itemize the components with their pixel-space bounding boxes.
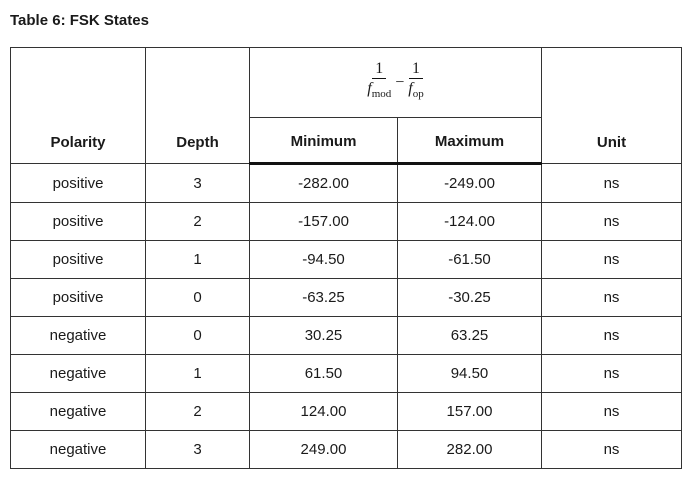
numerator: 1 <box>409 60 424 80</box>
operator: − <box>395 73 405 91</box>
table-cell: ns <box>541 392 682 431</box>
table-cell: 63.25 <box>397 316 542 355</box>
table-cell: 3 <box>145 163 250 203</box>
table-cell: 3 <box>145 430 250 469</box>
table-cell: ns <box>541 278 682 317</box>
header-cell: Maximum <box>397 117 542 165</box>
table-cell: ns <box>541 202 682 241</box>
table-cell: -157.00 <box>249 202 398 241</box>
table-cell: ns <box>541 163 682 203</box>
table-cell: -61.50 <box>397 240 542 279</box>
table-cell: 2 <box>145 202 250 241</box>
table-cell: positive <box>10 278 146 317</box>
symbol: f <box>408 80 413 98</box>
table-row: positive 3 -282.00 -249.00 ns <box>10 163 682 203</box>
table-cell: ns <box>541 430 682 469</box>
header-cell: Unit <box>541 47 682 164</box>
denominator: fop <box>408 79 423 104</box>
table-cell: 1 <box>145 240 250 279</box>
table-row: negative 2 124.00 157.00 ns <box>10 392 682 431</box>
table-cell: negative <box>10 354 146 393</box>
table-title: Table 6: FSK States <box>10 12 149 29</box>
header-cell: Minimum <box>249 117 398 165</box>
fraction: 1 fmod <box>367 60 391 104</box>
table-cell: -30.25 <box>397 278 542 317</box>
table-cell: -124.00 <box>397 202 542 241</box>
table-cell: 282.00 <box>397 430 542 469</box>
numerator: 1 <box>372 60 387 80</box>
table-cell: 1 <box>145 354 250 393</box>
table-row: positive 0 -63.25 -30.25 ns <box>10 278 682 317</box>
table-cell: 94.50 <box>397 354 542 393</box>
subscript: op <box>412 88 424 101</box>
formula-row: Polarity Depth 1 fmod −1 fop Unit <box>10 47 682 164</box>
header-cell: Polarity <box>10 47 146 164</box>
table-cell: 0 <box>145 278 250 317</box>
header-cell: Depth <box>145 47 250 164</box>
table-cell: 2 <box>145 392 250 431</box>
table-cell: negative <box>10 392 146 431</box>
table-cell: negative <box>10 316 146 355</box>
symbol: f <box>367 80 372 98</box>
table-cell: 124.00 <box>249 392 398 431</box>
table-row: positive 2 -157.00 -124.00 ns <box>10 202 682 241</box>
table-cell: negative <box>10 430 146 469</box>
denominator: fmod <box>367 79 391 104</box>
table-cell: 30.25 <box>249 316 398 355</box>
table-cell: positive <box>10 202 146 241</box>
table-cell: 61.50 <box>249 354 398 393</box>
table-cell: -249.00 <box>397 163 542 203</box>
table-cell: ns <box>541 316 682 355</box>
fsk-table: Polarity Depth 1 fmod −1 fop Unit Minimum M… <box>10 47 682 469</box>
table-cell: -282.00 <box>249 163 398 203</box>
table-cell: -63.25 <box>249 278 398 317</box>
table-row: negative 3 249.00 282.00 ns <box>10 430 682 469</box>
table-body: positive 3 -282.00 -249.00 ns positive 2 -157.0… <box>10 163 682 469</box>
table-cell: positive <box>10 240 146 279</box>
table-row: negative 1 61.50 94.50 ns <box>10 354 682 393</box>
subscript: mod <box>371 88 392 101</box>
table-cell: -94.50 <box>249 240 398 279</box>
fraction: 1 fop <box>408 60 423 104</box>
table-cell: ns <box>541 354 682 393</box>
table-cell: ns <box>541 240 682 279</box>
table-cell: 157.00 <box>397 392 542 431</box>
header-row: Minimum Maximum <box>11 117 682 165</box>
table-row: positive 1 -94.50 -61.50 ns <box>10 240 682 279</box>
formula-cell: 1 fmod −1 fop <box>249 47 542 118</box>
table-cell: 0 <box>145 316 250 355</box>
table-row: negative 0 30.25 63.25 ns <box>10 316 682 355</box>
table-cell: positive <box>10 163 146 203</box>
table-cell: 249.00 <box>249 430 398 469</box>
